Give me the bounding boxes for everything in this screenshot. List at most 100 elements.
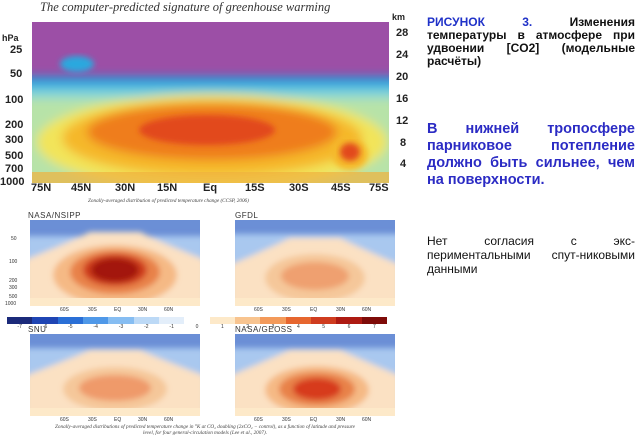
top-chart-title: The computer-predicted signature of gree… [40, 0, 331, 14]
panel-label: NASA/NSIPP [28, 211, 82, 220]
figure-label: РИСУНОК 3. [427, 15, 533, 29]
panel-lat-tick: 60N [164, 307, 174, 313]
colorbar-label: -4 [93, 324, 98, 330]
colorbar-label: 4 [296, 324, 300, 330]
colorbar-swatch [133, 317, 159, 324]
panel-lat-tick: 30S [88, 307, 97, 313]
pressure-tick: 25 [10, 44, 23, 56]
colorbar-swatch [285, 317, 311, 324]
pressure-tick: 700 [5, 163, 24, 175]
colorbar-swatch [57, 317, 83, 324]
top-chart-caption: Zonally-averaged distribution of predict… [88, 198, 249, 204]
panel-lat-tick: 30N [138, 417, 148, 423]
panel-pressure-tick: 200 [9, 278, 18, 284]
pressure-tick: 1000 [0, 176, 25, 188]
height-tick: 12 [396, 115, 409, 127]
pressure-tick: 500 [5, 150, 24, 162]
lat-tick: 75S [369, 182, 389, 194]
colorbar-swatch [7, 317, 33, 324]
panel-lat-tick: EQ [310, 307, 318, 313]
temperature-colorbar [7, 317, 387, 324]
panel-lat-tick: 30N [336, 307, 346, 313]
height-tick: 4 [400, 158, 407, 170]
panel-lat-tick: EQ [114, 417, 122, 423]
height-tick: 24 [396, 49, 409, 61]
height-tick: 8 [400, 137, 407, 149]
pressure-tick: 300 [5, 134, 24, 146]
colorbar-swatch [32, 317, 58, 324]
colorbar-swatch [234, 317, 261, 324]
panel-pressure-tick: 100 [9, 259, 18, 265]
panel-lat-tick: 60N [164, 417, 174, 423]
colorbar-label: -7 [17, 324, 22, 330]
panel-lat-tick: 30S [282, 307, 291, 313]
panel-lat-tick: 60S [254, 307, 263, 313]
main-claim: В нижней тропосфере парниковое потеплени… [427, 121, 635, 188]
figure-title: РИСУНОК 3. Изменения температуры в атмос… [427, 16, 635, 68]
height-tick: 16 [396, 93, 409, 105]
colorbar-label: -5 [68, 324, 73, 330]
colorbar-swatch [184, 317, 210, 324]
colorbar-label: 3 [271, 324, 275, 330]
colorbar-label: 7 [372, 324, 376, 330]
panel-lat-tick: EQ [310, 417, 318, 423]
lat-tick: Eq [203, 182, 218, 194]
southern-warm-anomaly [340, 143, 360, 161]
panel-label: SNU [28, 325, 47, 334]
colorbar-label: -3 [118, 324, 124, 330]
colorbar-label: 2 [246, 324, 250, 330]
warming-contour-map [32, 22, 389, 183]
lat-tick: 15S [245, 182, 265, 194]
panel-label: NASA/GEOSS [235, 325, 293, 334]
panel-pressure-tick: 50 [11, 236, 17, 242]
colorbar-label: -2 [144, 324, 149, 330]
height-axis-unit: km [392, 12, 406, 22]
pressure-tick: 50 [10, 68, 23, 80]
colorbar-swatch [336, 317, 362, 324]
lat-tick: 30N [115, 182, 136, 194]
colorbar-swatch [361, 317, 387, 324]
tropical-hotspot [139, 115, 275, 145]
model-panel-gfdl [235, 220, 395, 306]
panel-lat-tick: 60S [254, 417, 263, 423]
colorbar-swatch [158, 317, 185, 324]
panel-label: GFDL [235, 211, 259, 220]
colorbar-label: 1 [220, 324, 224, 330]
colorbar-labels: -7 -6 -5 -4 -3 -2 -1 0 1 2 3 4 5 6 7 [7, 324, 387, 332]
panel-pressure-tick: 1000 [5, 301, 17, 307]
bottom-caption: Zonally-averaged distributions of predic… [55, 424, 355, 436]
pressure-tick: 100 [5, 94, 24, 106]
panel-lat-tick: EQ [114, 307, 122, 313]
model-panel-snu [30, 334, 200, 416]
panel-lat-tick: 30N [336, 417, 346, 423]
colorbar-label: 0 [195, 324, 199, 330]
colorbar-label: -1 [169, 324, 174, 330]
panel-lat-tick: 60S [60, 417, 69, 423]
pressure-axis-unit: hPa [2, 33, 19, 43]
colorbar-label: 5 [322, 324, 326, 330]
panel-lat-tick: 30S [282, 417, 291, 423]
panel-lat-tick: 60S [60, 307, 69, 313]
lat-tick: 45S [331, 182, 351, 194]
colorbar-swatch [209, 317, 235, 324]
colorbar-label: -6 [42, 324, 48, 330]
panel-lat-tick: 30S [88, 417, 97, 423]
height-tick: 20 [396, 71, 409, 83]
colorbar-swatch [310, 317, 337, 324]
colorbar-swatch [108, 317, 134, 324]
colorbar-swatch [260, 317, 286, 324]
lat-tick: 15N [157, 182, 178, 194]
panel-pressure-tick: 300 [9, 285, 18, 291]
panel-lat-tick: 60N [362, 417, 372, 423]
model-panel-nasa-geoss [235, 334, 395, 416]
colorbar-label: 6 [347, 324, 351, 330]
figure-description: Изменения температуры в атмосфере при уд… [427, 15, 635, 68]
height-tick: 28 [396, 27, 409, 39]
lat-tick: 45N [71, 182, 92, 194]
pressure-tick: 200 [5, 119, 24, 131]
lat-tick: 75N [31, 182, 52, 194]
model-panel-nasa-nsipp [30, 220, 200, 306]
panel-pressure-tick: 500 [9, 294, 18, 300]
panel-lat-tick: 30N [138, 307, 148, 313]
lat-tick: 30S [289, 182, 309, 194]
